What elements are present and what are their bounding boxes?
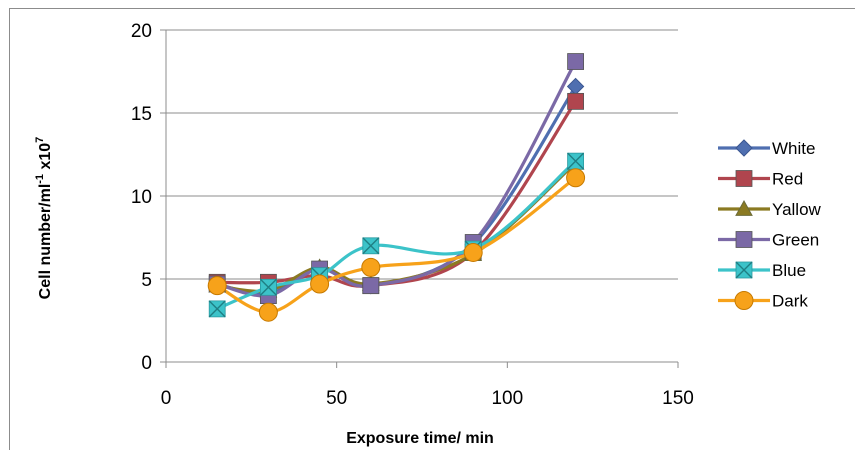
data-point-blue-cross bbox=[567, 152, 585, 170]
data-point-blue-cross bbox=[208, 300, 226, 318]
series-markers bbox=[207, 53, 586, 322]
x-tick-label: 150 bbox=[662, 388, 694, 409]
data-point-blue bbox=[567, 152, 585, 170]
data-point-blue bbox=[259, 278, 277, 296]
legend-label-dark: Dark bbox=[772, 292, 808, 311]
x-tick-label: 0 bbox=[161, 388, 172, 409]
legend-swatch-marker-yallow bbox=[735, 199, 753, 216]
y-axis-title-factor: x10 bbox=[37, 143, 54, 170]
axes bbox=[160, 29, 679, 368]
legend-label-blue: Blue bbox=[772, 261, 806, 280]
legend-label-yallow: Yallow bbox=[772, 200, 822, 219]
data-point-blue bbox=[362, 237, 380, 255]
y-tick-label: 15 bbox=[131, 104, 152, 125]
x-tick-labels: 0 50 100 150 bbox=[161, 388, 694, 409]
data-point-dark bbox=[310, 274, 330, 294]
x-axis-title: Exposure time/ min bbox=[346, 430, 494, 447]
legend-swatch-marker-dark bbox=[734, 291, 754, 310]
legend-item-yallow: Yallow bbox=[718, 199, 822, 219]
y-axis-title-main: Cell number/ml bbox=[37, 184, 54, 300]
y-axis-title-factor-exponent: 7 bbox=[34, 137, 46, 143]
legend-swatch-marker-white bbox=[735, 139, 753, 157]
legend-item-white: White bbox=[718, 139, 815, 158]
legend-item-blue: Blue bbox=[718, 261, 806, 280]
y-tick-labels: 0 5 10 15 20 bbox=[131, 21, 152, 374]
legend-swatch-marker-red bbox=[735, 170, 753, 187]
gridlines bbox=[166, 29, 678, 280]
legend-swatch-marker-blue bbox=[735, 261, 753, 279]
data-point-blue-cross bbox=[259, 278, 277, 296]
data-point-dark bbox=[566, 168, 586, 188]
legend: White Red Yallow Green Blue Dark bbox=[718, 139, 822, 311]
data-point-dark bbox=[258, 302, 278, 322]
data-point-blue bbox=[208, 300, 226, 318]
y-tick-label: 20 bbox=[131, 21, 152, 42]
y-tick-label: 0 bbox=[141, 353, 152, 374]
series-line-red bbox=[215, 99, 578, 288]
y-tick-label: 10 bbox=[131, 187, 152, 208]
data-point-white bbox=[566, 77, 585, 96]
y-axis-title: Cell number/ml-1 x107 bbox=[34, 137, 54, 300]
data-point-dark bbox=[207, 276, 227, 296]
data-point-blue-cross bbox=[362, 237, 380, 255]
data-point-dark bbox=[463, 242, 483, 262]
y-tick-label: 5 bbox=[141, 270, 152, 291]
chart-frame bbox=[9, 8, 855, 450]
data-point-dark bbox=[361, 257, 381, 277]
data-point-green bbox=[362, 277, 380, 295]
legend-label-green: Green bbox=[772, 231, 819, 250]
x-tick-label: 100 bbox=[491, 388, 523, 409]
y-axis-title-main-exponent: -1 bbox=[34, 174, 46, 184]
legend-swatch-marker-green bbox=[735, 231, 753, 248]
legend-label-red: Red bbox=[772, 170, 803, 189]
legend-label-white: White bbox=[772, 139, 815, 158]
series-line-yallow bbox=[215, 161, 578, 293]
legend-item-green: Green bbox=[718, 231, 819, 250]
x-tick-label: 50 bbox=[326, 388, 347, 409]
legend-swatch-marker-blue-cross bbox=[735, 261, 753, 279]
legend-item-dark: Dark bbox=[718, 291, 808, 311]
legend-item-red: Red bbox=[718, 170, 803, 189]
data-point-green bbox=[567, 53, 584, 70]
data-point-red bbox=[567, 92, 584, 110]
